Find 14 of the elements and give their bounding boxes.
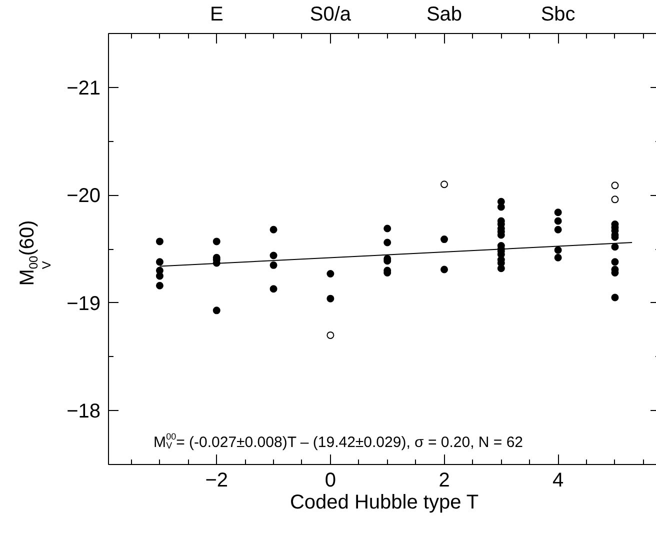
x-axis-title: Coded Hubble type T — [290, 492, 479, 514]
y-tick-label: −20 — [66, 185, 101, 208]
annotation: E — [210, 4, 224, 26]
y-tick-label: −18 — [66, 400, 101, 423]
x-tick-label: 0 — [324, 470, 336, 492]
x-tick-label: 2 — [438, 470, 450, 492]
y-tick-label: −19 — [66, 292, 101, 315]
annotation: Sab — [426, 4, 462, 26]
annotation: S0/a — [310, 4, 352, 26]
x-tick-label: 4 — [552, 470, 564, 492]
y-axis-title: MV00(60) — [15, 220, 54, 286]
x-tick-label: −2 — [205, 470, 228, 492]
annotation: Sbc — [540, 4, 576, 26]
y-tick-label: −21 — [66, 77, 101, 100]
